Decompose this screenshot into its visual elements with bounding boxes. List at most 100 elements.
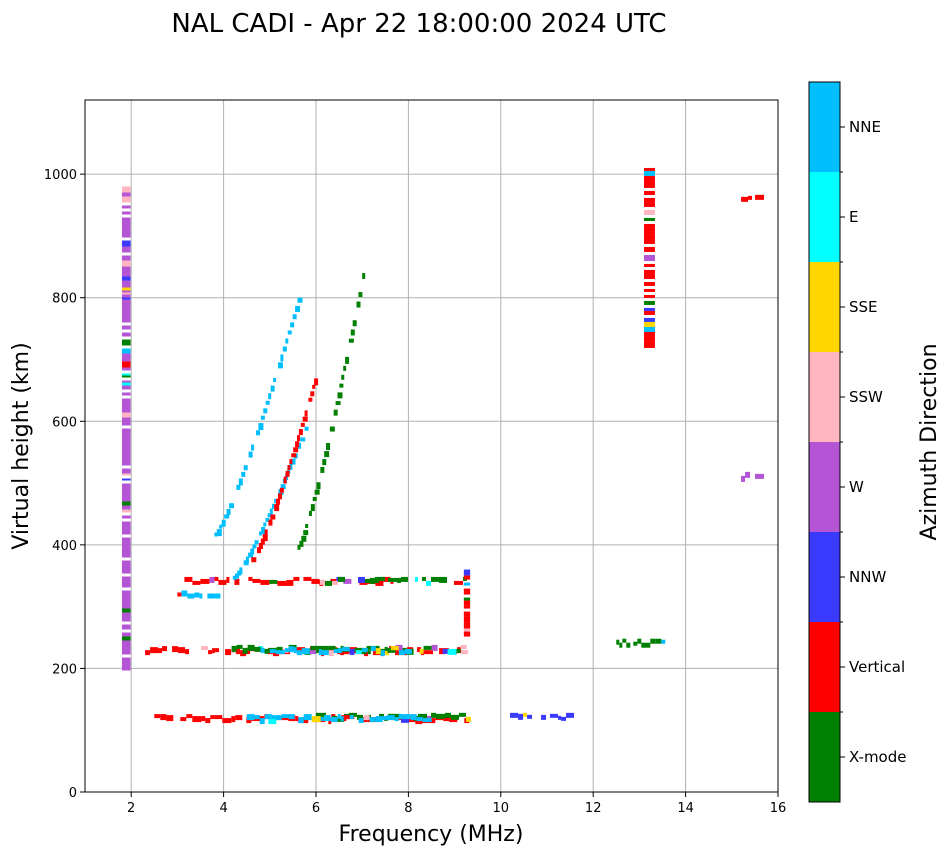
echo-point bbox=[261, 527, 266, 535]
echo-point bbox=[644, 281, 655, 286]
echo-point bbox=[527, 714, 533, 719]
echo-point bbox=[121, 608, 131, 613]
echo-point bbox=[339, 383, 344, 388]
echo-point bbox=[248, 576, 253, 581]
echo-point bbox=[121, 594, 131, 599]
echo-point bbox=[422, 718, 432, 723]
echo-point bbox=[561, 716, 567, 721]
echo-point bbox=[320, 717, 324, 722]
echo-point bbox=[622, 638, 627, 643]
echo-point bbox=[265, 517, 270, 522]
data-points bbox=[121, 167, 765, 725]
echo-point bbox=[121, 348, 131, 354]
echo-point bbox=[287, 465, 291, 471]
echo-point bbox=[260, 579, 270, 585]
echo-point bbox=[644, 326, 655, 332]
echo-point bbox=[121, 648, 131, 655]
echo-point bbox=[310, 391, 315, 397]
echo-point bbox=[121, 192, 131, 197]
echo-point bbox=[326, 443, 331, 451]
echo-point bbox=[236, 648, 241, 655]
echo-point bbox=[320, 466, 325, 473]
y-tick-label: 200 bbox=[52, 662, 77, 677]
echo-point bbox=[121, 455, 131, 461]
echo-point bbox=[121, 319, 131, 323]
echo-point bbox=[341, 647, 350, 652]
echo-point bbox=[463, 569, 471, 576]
echo-point bbox=[443, 715, 450, 722]
echo-point bbox=[315, 649, 319, 654]
echo-point bbox=[292, 314, 297, 320]
echo-point bbox=[254, 715, 260, 720]
echo-point bbox=[370, 577, 375, 584]
echo-point bbox=[337, 392, 343, 399]
echo-point bbox=[644, 190, 655, 195]
y-tick-label: 1000 bbox=[44, 168, 77, 183]
echo-point bbox=[121, 446, 131, 453]
echo-point bbox=[263, 408, 268, 414]
echo-point bbox=[297, 297, 303, 303]
echo-point bbox=[419, 648, 424, 654]
echo-point bbox=[338, 576, 345, 582]
echo-point bbox=[258, 531, 262, 536]
echo-point bbox=[284, 648, 289, 653]
echo-point bbox=[310, 645, 315, 651]
echo-point bbox=[289, 463, 293, 470]
echo-point bbox=[121, 246, 131, 249]
echo-point bbox=[121, 612, 131, 619]
colorbar-label: SSE bbox=[849, 298, 878, 316]
echo-point bbox=[222, 718, 232, 724]
echo-point bbox=[145, 650, 151, 656]
echo-point bbox=[387, 647, 392, 653]
echo-point bbox=[314, 378, 319, 386]
echo-point bbox=[329, 426, 335, 432]
echo-point bbox=[201, 646, 209, 651]
echo-point bbox=[332, 580, 338, 585]
echo-point bbox=[121, 361, 131, 368]
echo-point bbox=[121, 452, 131, 456]
echo-point bbox=[121, 305, 131, 311]
echo-point bbox=[350, 329, 355, 336]
echo-point bbox=[225, 649, 232, 656]
echo-point bbox=[121, 527, 131, 531]
echo-point bbox=[397, 577, 401, 583]
echo-point bbox=[121, 412, 131, 418]
echo-point bbox=[394, 717, 399, 722]
echo-point bbox=[309, 650, 316, 655]
echo-point bbox=[252, 578, 261, 583]
echo-point bbox=[641, 642, 651, 648]
echo-point bbox=[160, 714, 167, 721]
echo-point bbox=[328, 650, 334, 657]
trace-high-frequency-vertical bbox=[741, 194, 765, 202]
x-tick-label: 2 bbox=[127, 801, 135, 816]
y-tick-label: 600 bbox=[52, 415, 77, 430]
echo-point bbox=[177, 592, 182, 597]
echo-point bbox=[745, 471, 751, 478]
echo-point bbox=[320, 712, 326, 719]
echo-point bbox=[626, 642, 631, 648]
echo-point bbox=[121, 487, 131, 494]
echo-point bbox=[121, 339, 131, 346]
echo-point bbox=[121, 645, 131, 649]
echo-point bbox=[231, 645, 237, 652]
echo-point bbox=[341, 374, 345, 380]
echo-point bbox=[121, 299, 131, 306]
echo-point bbox=[748, 195, 753, 200]
echo-point bbox=[348, 338, 354, 343]
echo-point bbox=[398, 714, 404, 720]
colorbar-label: SSW bbox=[849, 388, 883, 406]
echo-point bbox=[633, 641, 638, 646]
echo-point bbox=[229, 503, 235, 509]
echo-point bbox=[232, 575, 237, 580]
echo-point bbox=[644, 263, 655, 267]
echo-point bbox=[454, 580, 463, 585]
chart-title: NAL CADI - Apr 22 18:00:00 2024 UTC bbox=[171, 9, 666, 39]
echo-point bbox=[238, 478, 243, 486]
echo-point bbox=[379, 713, 384, 718]
echo-point bbox=[121, 419, 131, 426]
echo-point bbox=[558, 715, 562, 720]
echo-point bbox=[121, 624, 131, 630]
x-tick-label: 6 bbox=[312, 801, 320, 816]
echo-point bbox=[221, 519, 226, 527]
echo-point bbox=[215, 648, 220, 653]
